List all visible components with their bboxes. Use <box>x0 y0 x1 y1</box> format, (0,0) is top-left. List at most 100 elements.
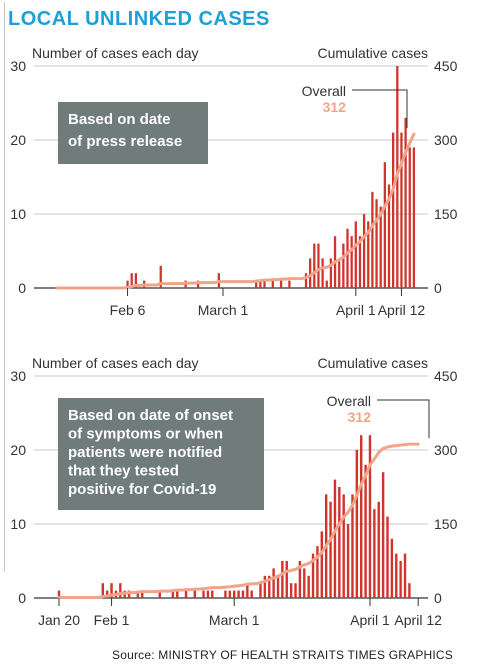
bar <box>316 546 319 598</box>
annotation-box-line: positive for Covid-19 <box>68 481 216 498</box>
x-tick-label: March 1 <box>198 302 249 318</box>
bar <box>126 280 129 288</box>
bar <box>134 273 137 288</box>
bar <box>176 590 179 598</box>
bar <box>119 583 122 598</box>
bar <box>346 228 349 288</box>
bar <box>362 214 366 288</box>
bar <box>351 494 354 598</box>
bar <box>320 531 324 598</box>
annotation-box-line: that they tested <box>68 463 179 480</box>
bar <box>379 206 382 288</box>
bar <box>309 258 312 288</box>
y2-tick-label: 300 <box>434 442 458 458</box>
cumulative-line <box>57 442 420 599</box>
y-tick-label: 20 <box>10 442 26 458</box>
bar <box>193 590 196 598</box>
bar <box>268 575 271 598</box>
bar <box>381 472 385 598</box>
bar <box>288 280 291 288</box>
bar <box>263 575 267 598</box>
x-tick-label: March 1 <box>209 612 260 628</box>
bar <box>333 479 337 598</box>
y2-tick-label: 0 <box>434 280 442 296</box>
bar <box>360 435 363 598</box>
bar <box>228 590 232 598</box>
annotation-box <box>58 102 208 164</box>
bar <box>403 553 407 598</box>
overall-label: Overall <box>327 393 371 409</box>
overall-value: 312 <box>323 99 347 115</box>
bar <box>364 464 367 598</box>
bar <box>408 583 411 598</box>
x-tick-label: April 12 <box>378 302 426 318</box>
y-tick-label: 10 <box>10 206 26 222</box>
bar <box>196 280 200 288</box>
bar <box>346 524 350 598</box>
bar <box>377 501 380 598</box>
bar <box>232 590 236 598</box>
left-axis-label: Number of cases each day <box>32 45 199 61</box>
bar <box>246 583 249 598</box>
bar <box>289 583 293 598</box>
bar <box>375 199 378 288</box>
bar <box>390 538 394 598</box>
x-tick-label: Feb 6 <box>110 302 146 318</box>
source-credit: Source: MINISTRY OF HEALTH STRAITS TIMES… <box>112 648 453 662</box>
overall-value: 312 <box>348 409 372 425</box>
bar <box>392 132 395 288</box>
left-axis-label: Number of cases each day <box>32 355 199 371</box>
chart-onset-of-symptoms: Number of cases each day Cumulative cases… <box>10 355 458 628</box>
bar <box>358 236 362 288</box>
bar <box>141 590 144 598</box>
bar <box>250 590 253 598</box>
x-tick-label: Jan 20 <box>38 612 80 628</box>
bar <box>399 561 402 598</box>
bar <box>298 561 302 598</box>
bar <box>307 575 310 598</box>
overall-leader-line <box>377 399 430 439</box>
bar <box>400 132 403 288</box>
right-axis-label: Cumulative cases <box>318 45 429 61</box>
bar <box>383 162 386 288</box>
bar <box>329 258 333 288</box>
y-tick-label: 10 <box>10 516 26 532</box>
y-tick-label: 30 <box>10 368 26 384</box>
annotation-box-line: Based on date <box>68 111 171 128</box>
bar <box>371 191 374 288</box>
x-tick-label: April 1 <box>336 302 376 318</box>
bar <box>171 590 175 598</box>
bar <box>395 553 398 598</box>
y2-tick-label: 150 <box>434 516 458 532</box>
x-tick-label: April 1 <box>350 612 390 628</box>
bar <box>354 221 357 288</box>
bar <box>367 221 370 288</box>
cumulative-line <box>55 132 416 290</box>
annotation-box <box>58 398 264 510</box>
bar <box>255 280 258 288</box>
bar <box>338 258 341 288</box>
bar <box>325 280 328 288</box>
bar <box>404 117 407 288</box>
bar <box>259 583 262 598</box>
bar <box>263 280 266 288</box>
bar <box>313 243 316 288</box>
bar <box>342 243 345 288</box>
bar <box>276 575 280 598</box>
annotation-box-line: of press release <box>68 133 182 150</box>
bar <box>350 236 353 288</box>
bar <box>105 590 109 598</box>
annotation-box-line: of symptoms or when <box>68 426 223 443</box>
bar <box>259 280 262 288</box>
y-tick-label: 0 <box>18 280 26 296</box>
bar <box>311 553 315 598</box>
page-title: LOCAL UNLINKED CASES <box>8 8 270 30</box>
bar <box>202 590 205 598</box>
bar <box>329 501 332 598</box>
bar <box>184 590 188 598</box>
bar <box>294 583 297 598</box>
y2-tick-label: 0 <box>434 590 442 606</box>
annotation-box-line: Based on date of onset <box>68 407 233 424</box>
y-tick-label: 30 <box>10 58 26 74</box>
